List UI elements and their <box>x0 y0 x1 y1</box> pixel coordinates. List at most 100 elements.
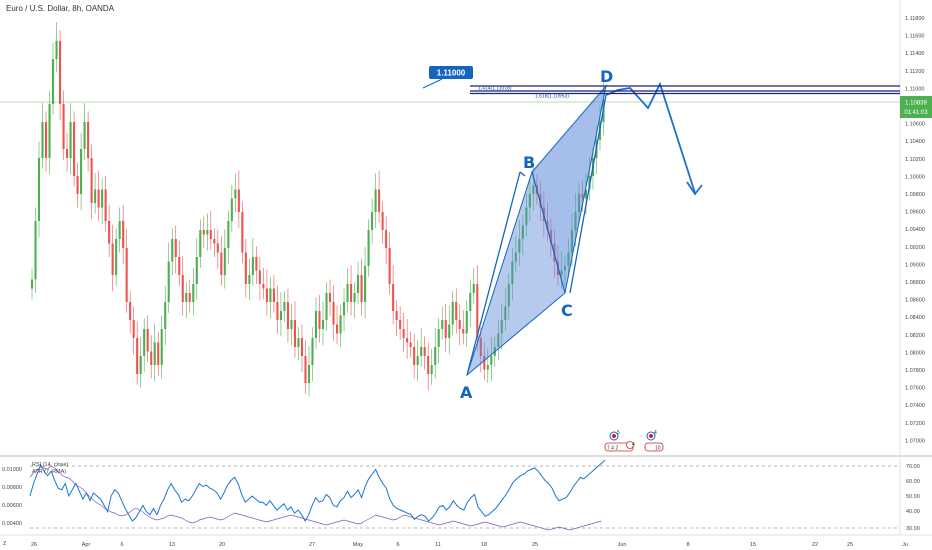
candle-body <box>139 356 142 374</box>
point-c-label: C <box>561 301 573 320</box>
rsi-axis-tick: 30.00 <box>906 526 920 532</box>
candle-body <box>385 230 388 248</box>
candle-body <box>392 284 395 311</box>
candle-body <box>444 320 447 338</box>
projection-path <box>605 81 696 194</box>
candle-body <box>83 122 86 149</box>
candle-body <box>206 230 209 235</box>
candle-body <box>248 275 251 284</box>
candle-body <box>115 239 118 275</box>
candle-body <box>469 293 472 311</box>
time-axis-label: May <box>353 542 364 548</box>
candle-body <box>276 302 279 320</box>
candle-body <box>146 329 149 352</box>
candle-body <box>44 122 48 158</box>
candle-body <box>381 212 384 230</box>
candle-body <box>111 243 114 275</box>
candle-body <box>532 185 535 194</box>
candle-body <box>346 284 349 302</box>
candle-body <box>241 212 244 253</box>
candle-body <box>416 356 419 365</box>
level-callout[interactable]: 1.11000 <box>422 66 473 89</box>
candle-body <box>360 275 363 302</box>
candle-body <box>584 189 588 199</box>
candle-body <box>167 261 170 302</box>
candle-body <box>255 257 258 271</box>
price-tick-label: 1.08000 <box>905 350 925 356</box>
rsi-axis-tick: 70.00 <box>906 464 920 470</box>
candle-body <box>458 320 461 329</box>
candle-body <box>129 302 132 320</box>
candle-body <box>199 230 202 257</box>
candle-body <box>262 284 265 289</box>
candle-body <box>339 315 342 334</box>
candle-body <box>451 302 454 325</box>
candle-body <box>357 275 360 293</box>
candle-body <box>153 342 156 365</box>
candle-body <box>258 270 261 284</box>
candle-body <box>402 329 405 338</box>
price-tick-label: 1.10400 <box>905 139 925 145</box>
price-tick-label: 1.11800 <box>905 16 924 22</box>
candle-body <box>58 41 62 104</box>
price-tick-label: 1.08800 <box>905 280 925 286</box>
candle-body <box>143 329 146 356</box>
price-tick-label: 1.11000 <box>905 86 924 92</box>
candle-body <box>230 198 233 221</box>
candle-body <box>423 347 426 356</box>
event-count-bottom-2: 10 <box>655 446 661 452</box>
rsi-legend: RSI (14, close) <box>32 462 69 468</box>
candle-body <box>51 59 55 104</box>
candle-body <box>202 230 205 235</box>
candle-body <box>97 189 100 208</box>
candle-body <box>157 342 160 365</box>
candle-body <box>321 320 325 329</box>
candle-body <box>448 324 451 338</box>
candle-body <box>350 284 353 302</box>
candle-body <box>174 239 177 257</box>
candle-body <box>195 257 198 284</box>
candle-body <box>371 212 374 230</box>
time-axis-label: 11 <box>435 542 441 548</box>
projection-arrowhead <box>686 181 703 196</box>
candle-body <box>325 293 328 320</box>
candle-body <box>272 288 275 302</box>
candle-body <box>171 239 174 262</box>
candle-body <box>364 266 367 302</box>
candle-body <box>342 302 346 316</box>
price-tick-label: 1.11400 <box>905 51 924 57</box>
current-price-text: 1.10839 <box>905 101 927 107</box>
candle-body <box>132 320 135 338</box>
candle-body <box>465 311 468 334</box>
candle-body <box>353 293 356 302</box>
event-markers[interactable]: 5 7 4 2 4 4 10 <box>604 430 664 452</box>
candle-body <box>251 257 254 275</box>
candle-body <box>216 243 219 253</box>
candle-body <box>395 311 398 320</box>
time-axis-label: 20 <box>219 542 225 548</box>
candle-body <box>87 122 90 158</box>
candle-body <box>388 248 391 284</box>
price-tick-label: 1.11600 <box>905 34 924 40</box>
price-tick-label: 1.10200 <box>905 157 925 163</box>
price-tick-label: 1.08600 <box>905 298 925 304</box>
candle-body <box>511 261 514 284</box>
candle-body <box>479 338 482 356</box>
price-tick-label: 1.07800 <box>905 368 925 374</box>
candle-body <box>55 41 58 59</box>
candle-body <box>514 252 517 262</box>
candle-body <box>441 320 444 329</box>
atr-legend: ATR (7, RMA) <box>32 469 66 475</box>
candle-body <box>455 302 458 320</box>
candle-body <box>427 356 430 374</box>
candle-body <box>528 194 531 208</box>
candle-body <box>34 221 37 280</box>
candle-body <box>311 338 314 365</box>
candle-body <box>507 284 510 307</box>
rsi-axis-tick: 50.00 <box>906 494 920 500</box>
event-count-top-2: 4 <box>654 430 657 436</box>
candle-body <box>314 311 318 338</box>
candle-body <box>122 221 125 248</box>
candle-body <box>118 221 121 239</box>
